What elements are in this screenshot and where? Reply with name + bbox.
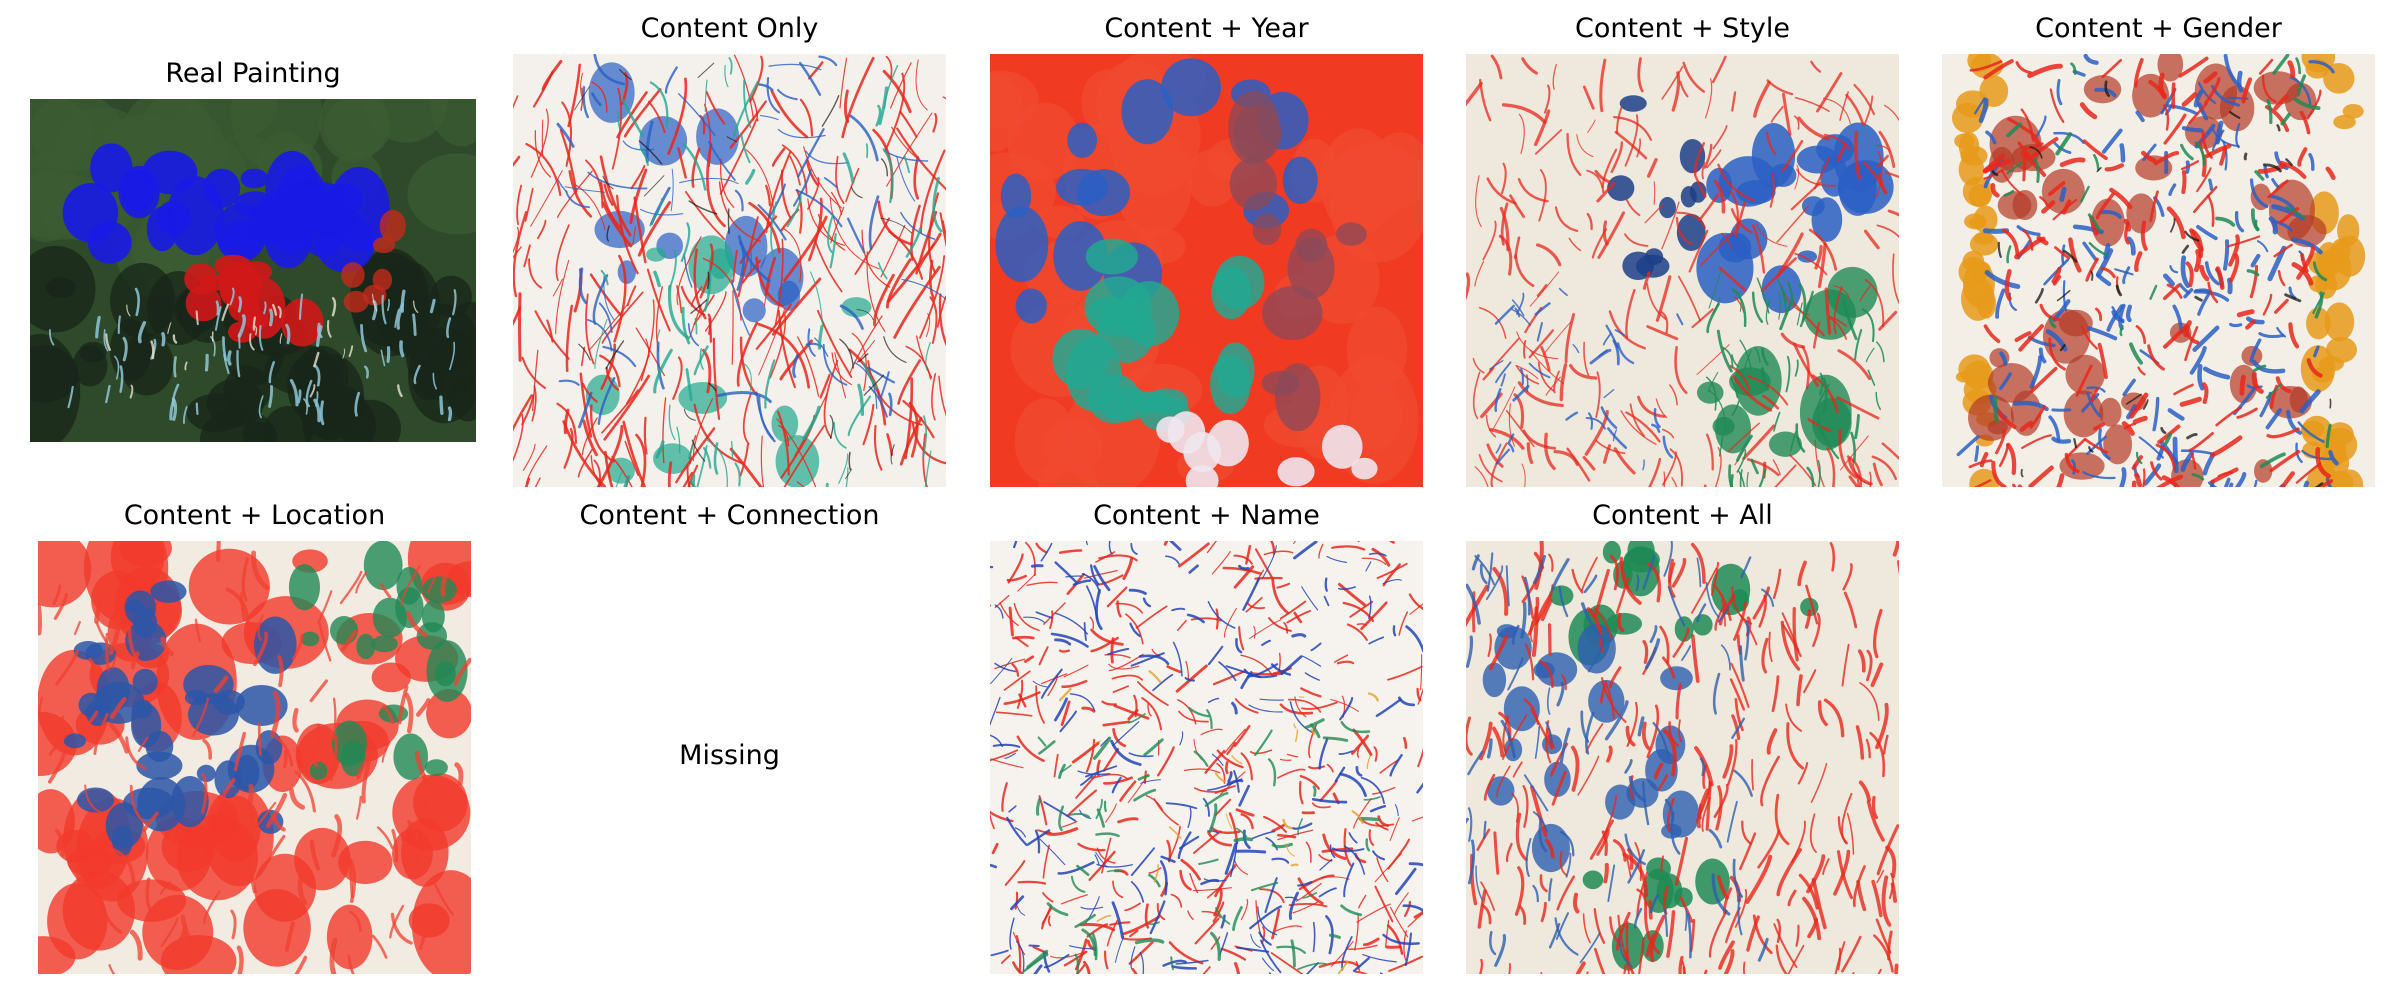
missing-placeholder: Missing xyxy=(679,740,780,771)
content-year-canvas xyxy=(990,54,1423,487)
panel-title-content-only: Content Only xyxy=(640,13,819,44)
content-location-image xyxy=(38,541,471,974)
content-only-canvas xyxy=(513,54,946,487)
panel-title-content-name: Content + Name xyxy=(1093,500,1320,531)
real-painting-canvas xyxy=(30,99,476,442)
content-all-canvas xyxy=(1466,541,1899,974)
panel-title-content-year: Content + Year xyxy=(1104,13,1309,44)
panel-title-content-connection: Content + Connection xyxy=(579,500,880,531)
panel-title-content-all: Content + All xyxy=(1592,500,1773,531)
content-name-canvas xyxy=(990,541,1423,974)
panel-title-content-location: Content + Location xyxy=(123,500,386,531)
content-year-image xyxy=(990,54,1423,487)
content-location-canvas xyxy=(38,541,471,974)
real-painting-image xyxy=(30,99,476,442)
panel-title-content-style: Content + Style xyxy=(1575,13,1790,44)
content-all-image xyxy=(1466,541,1899,974)
content-name-image xyxy=(990,541,1423,974)
content-gender-image xyxy=(1942,54,2375,487)
content-gender-canvas xyxy=(1942,54,2375,487)
content-only-image xyxy=(513,54,946,487)
content-style-canvas xyxy=(1466,54,1899,487)
panel-title-real-painting: Real Painting xyxy=(165,58,341,89)
panel-title-content-gender: Content + Gender xyxy=(2035,13,2282,44)
content-style-image xyxy=(1466,54,1899,487)
